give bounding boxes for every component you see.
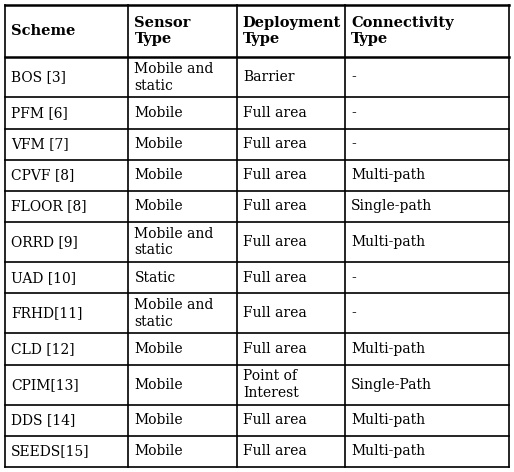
- Text: VFM [7]: VFM [7]: [11, 137, 69, 151]
- Text: Multi-path: Multi-path: [351, 235, 425, 249]
- Text: UAD [10]: UAD [10]: [11, 270, 76, 285]
- Text: Mobile and
static: Mobile and static: [135, 298, 214, 329]
- Text: ORRD [9]: ORRD [9]: [11, 235, 78, 249]
- Text: Scheme: Scheme: [11, 24, 76, 38]
- Text: Connectivity
Type: Connectivity Type: [351, 16, 454, 46]
- Text: DDS [14]: DDS [14]: [11, 413, 76, 427]
- Text: Mobile: Mobile: [135, 413, 183, 427]
- Text: Full area: Full area: [243, 306, 306, 320]
- Text: Full area: Full area: [243, 235, 306, 249]
- Text: Single-path: Single-path: [351, 199, 432, 213]
- Text: PFM [6]: PFM [6]: [11, 106, 68, 120]
- Text: Mobile and
static: Mobile and static: [135, 227, 214, 257]
- Text: CLD [12]: CLD [12]: [11, 342, 75, 356]
- Text: Mobile: Mobile: [135, 342, 183, 356]
- Text: CPVF [8]: CPVF [8]: [11, 168, 75, 182]
- Text: -: -: [351, 270, 356, 285]
- Text: Mobile: Mobile: [135, 378, 183, 392]
- Text: Mobile: Mobile: [135, 199, 183, 213]
- Text: Barrier: Barrier: [243, 70, 295, 84]
- Text: FRHD[11]: FRHD[11]: [11, 306, 83, 320]
- Text: -: -: [351, 106, 356, 120]
- Text: Full area: Full area: [243, 199, 306, 213]
- Text: Deployment
Type: Deployment Type: [243, 16, 341, 46]
- Text: Sensor
Type: Sensor Type: [135, 16, 191, 46]
- Text: Full area: Full area: [243, 168, 306, 182]
- Text: Full area: Full area: [243, 106, 306, 120]
- Text: Mobile: Mobile: [135, 137, 183, 151]
- Text: Full area: Full area: [243, 445, 306, 458]
- Text: Full area: Full area: [243, 270, 306, 285]
- Text: CPIM[13]: CPIM[13]: [11, 378, 79, 392]
- Text: Multi-path: Multi-path: [351, 342, 425, 356]
- Text: Point of
Interest: Point of Interest: [243, 369, 299, 400]
- Text: -: -: [351, 306, 356, 320]
- Text: Mobile: Mobile: [135, 106, 183, 120]
- Text: Full area: Full area: [243, 342, 306, 356]
- Text: SEEDS[15]: SEEDS[15]: [11, 445, 89, 458]
- Text: Static: Static: [135, 270, 176, 285]
- Text: BOS [3]: BOS [3]: [11, 70, 66, 84]
- Text: -: -: [351, 137, 356, 151]
- Text: -: -: [351, 70, 356, 84]
- Text: Multi-path: Multi-path: [351, 168, 425, 182]
- Text: Mobile: Mobile: [135, 445, 183, 458]
- Text: Full area: Full area: [243, 413, 306, 427]
- Text: Full area: Full area: [243, 137, 306, 151]
- Text: Mobile and
static: Mobile and static: [135, 62, 214, 93]
- Text: Multi-path: Multi-path: [351, 445, 425, 458]
- Text: Single-Path: Single-Path: [351, 378, 432, 392]
- Text: Multi-path: Multi-path: [351, 413, 425, 427]
- Text: FLOOR [8]: FLOOR [8]: [11, 199, 87, 213]
- Text: Mobile: Mobile: [135, 168, 183, 182]
